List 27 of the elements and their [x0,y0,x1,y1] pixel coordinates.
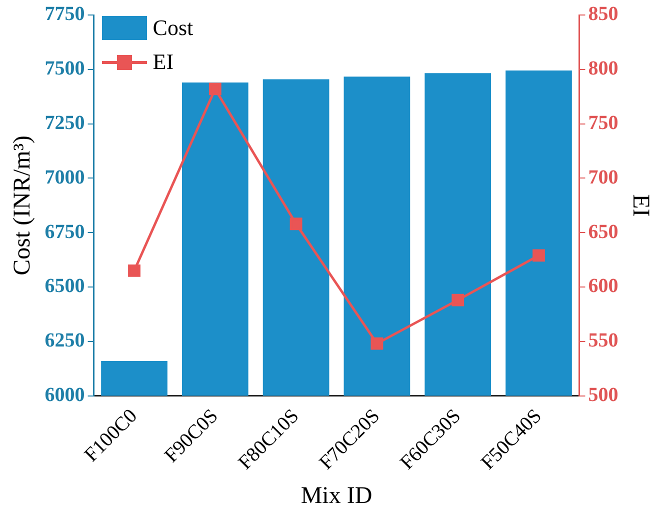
y-tick-label: 6000 [44,384,85,406]
point [452,294,464,306]
y-tick-label: 6250 [44,330,85,352]
y2-axis-title: EI [627,194,654,217]
y2-tick-label: 500 [588,384,618,406]
y2-tick-label: 650 [588,220,618,243]
legend-label: EI [152,48,174,76]
y-tick-label: 7500 [44,58,85,80]
y-axis-title: Cost (INR/m³) [10,135,36,276]
y-tick-label: 7750 [44,3,85,26]
y-tick-label: 7250 [44,112,85,134]
y2-tick-label: 850 [588,3,618,26]
point [208,82,222,96]
y2-tick-label: 800 [588,58,618,80]
point [532,249,545,262]
x-axis-title: Mix ID [300,482,372,509]
legend-label: Cost [152,14,194,42]
y2-tick-label: 700 [588,166,618,188]
y-tick-label: 7000 [44,166,85,188]
y2-tick-label: 750 [588,112,618,134]
point [290,218,302,230]
point [370,337,384,350]
point [128,264,140,277]
y2-tick-label: 550 [588,330,618,352]
y2-tick-label: 600 [588,275,618,298]
y-tick-label: 6750 [44,220,85,243]
y-tick-label: 6500 [44,275,85,298]
